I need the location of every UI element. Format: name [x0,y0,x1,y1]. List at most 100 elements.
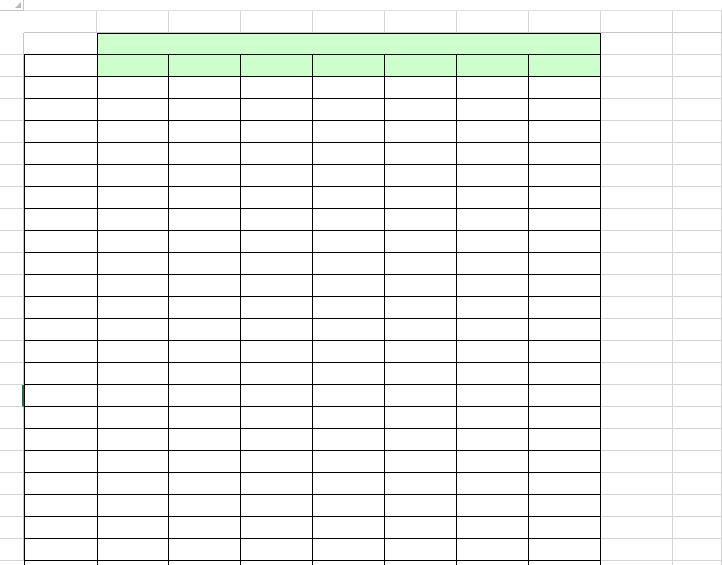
table-cell[interactable] [385,407,457,429]
table-cell[interactable] [169,319,241,341]
table-cell[interactable] [169,297,241,319]
table-cell[interactable] [97,451,169,473]
table-cell[interactable] [457,429,529,451]
column-header-d[interactable] [241,11,313,33]
table-cell[interactable] [529,99,601,121]
table-cell[interactable] [385,429,457,451]
table-cell[interactable] [457,341,529,363]
table-cell[interactable] [313,297,385,319]
row-header-19[interactable] [0,429,24,451]
table-cell[interactable] [169,451,241,473]
table-cell[interactable] [97,407,169,429]
table-cell[interactable] [529,385,601,407]
row-header-3[interactable] [0,77,24,99]
table-cell[interactable] [313,231,385,253]
table-cell[interactable] [385,121,457,143]
table-cell[interactable] [169,495,241,517]
table-cell[interactable] [97,253,169,275]
table-cell[interactable] [24,231,97,253]
table-cell[interactable] [241,231,313,253]
table-cell[interactable] [313,253,385,275]
table-cell[interactable] [24,297,97,319]
table-cell[interactable] [457,99,529,121]
table-cell[interactable] [241,77,313,99]
table-cell[interactable] [241,473,313,495]
table-cell[interactable] [241,539,313,561]
table-cell[interactable] [97,187,169,209]
table-cell[interactable] [313,341,385,363]
table-cell[interactable] [385,231,457,253]
table-cell[interactable] [457,517,529,539]
table-cell[interactable] [385,517,457,539]
table-cell[interactable] [385,253,457,275]
table-cell[interactable] [457,275,529,297]
table-cell[interactable] [169,187,241,209]
table-cell[interactable] [241,495,313,517]
table-cell[interactable] [241,363,313,385]
table-cell[interactable] [97,385,169,407]
table-cell[interactable] [169,99,241,121]
table-cell[interactable] [529,451,601,473]
table-cell[interactable] [457,121,529,143]
table-cell[interactable] [241,341,313,363]
row-header-17[interactable] [0,385,24,407]
table-cell[interactable] [313,385,385,407]
table-cell[interactable] [169,143,241,165]
table-cell[interactable] [97,473,169,495]
table-cell[interactable] [457,319,529,341]
table-cell[interactable] [385,363,457,385]
table-cell[interactable] [313,121,385,143]
row-header-14[interactable] [0,319,24,341]
table-cell[interactable] [529,121,601,143]
row-header-5[interactable] [0,121,24,143]
table-cell[interactable] [529,143,601,165]
table-cell[interactable] [241,121,313,143]
table-cell[interactable] [97,297,169,319]
row-header-16[interactable] [0,363,24,385]
table-cell[interactable] [457,143,529,165]
table-cell[interactable] [385,539,457,561]
table-cell[interactable] [529,341,601,363]
table-cell[interactable] [457,539,529,561]
table-cell[interactable] [457,187,529,209]
table-cell[interactable] [457,451,529,473]
column-header-h[interactable] [529,11,601,33]
table-cell[interactable] [385,473,457,495]
table-cell[interactable] [24,473,97,495]
table-cell[interactable] [385,77,457,99]
column-header-i[interactable] [601,11,673,33]
table-cell[interactable] [24,209,97,231]
table-cell[interactable] [24,451,97,473]
table-cell[interactable] [529,231,601,253]
table-cell[interactable] [24,99,97,121]
table-cell[interactable] [457,363,529,385]
table-cell[interactable] [169,363,241,385]
table-cell[interactable] [169,341,241,363]
table-cell[interactable] [313,99,385,121]
table-cell[interactable] [529,539,601,561]
table-cell[interactable] [169,385,241,407]
table-cell[interactable] [24,539,97,561]
table-cell[interactable] [169,275,241,297]
table-cell[interactable] [24,363,97,385]
table-cell[interactable] [241,451,313,473]
table-cell[interactable] [169,77,241,99]
table-cell[interactable] [529,187,601,209]
row-header-18[interactable] [0,407,24,429]
table-cell[interactable] [457,209,529,231]
table-cell[interactable] [385,209,457,231]
table-cell[interactable] [241,275,313,297]
row-header-2[interactable] [0,55,24,77]
table-cell[interactable] [241,209,313,231]
table-cell[interactable] [241,165,313,187]
table-cell[interactable] [97,363,169,385]
table-cell[interactable] [97,495,169,517]
table-cell[interactable] [385,319,457,341]
row-header-8[interactable] [0,187,24,209]
table-cell[interactable] [457,473,529,495]
table-cell[interactable] [385,143,457,165]
row-header-23[interactable] [0,517,24,539]
table-cell[interactable] [529,165,601,187]
row-header-11[interactable] [0,253,24,275]
table-cell[interactable] [529,253,601,275]
